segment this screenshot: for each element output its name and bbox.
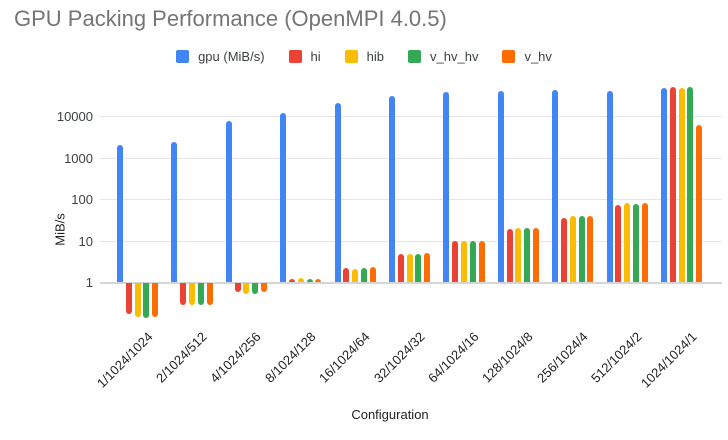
legend-swatch bbox=[408, 49, 422, 63]
bar-v-hv-hv-1-1024-1024 bbox=[143, 283, 150, 319]
bar-v-hv-hv-1024-1024-1 bbox=[687, 86, 694, 282]
y-tick-label: 1000 bbox=[64, 151, 93, 166]
y-tick-label: 10 bbox=[78, 234, 93, 249]
bar-hib-128-1024-8 bbox=[515, 228, 522, 282]
bar-hi-32-1024-32 bbox=[397, 253, 404, 282]
bar-hi-4-1024-256 bbox=[234, 283, 241, 293]
bar-hi-512-1024-2 bbox=[615, 204, 622, 282]
legend-item: gpu (MiB/s) bbox=[176, 48, 265, 64]
legend-label: gpu (MiB/s) bbox=[198, 48, 265, 64]
bar-v-hv-256-1024-4 bbox=[587, 215, 594, 282]
gridline bbox=[100, 116, 722, 117]
legend-swatch bbox=[502, 49, 516, 63]
bar-v-hv-16-1024-64 bbox=[369, 266, 376, 282]
bar-gpu-mib-s--2-1024-512 bbox=[171, 141, 178, 282]
bar-hi-16-1024-64 bbox=[343, 267, 350, 282]
bar-hib-2-1024-512 bbox=[189, 283, 195, 305]
bar-hib-8-1024-128 bbox=[297, 277, 304, 282]
bar-hi-8-1024-128 bbox=[289, 278, 295, 282]
bar-hib-256-1024-4 bbox=[569, 215, 576, 282]
bar-v-hv-512-1024-2 bbox=[641, 203, 648, 282]
bar-gpu-mib-s--1-1024-1024 bbox=[117, 145, 123, 282]
bar-gpu-mib-s--4-1024-256 bbox=[225, 121, 232, 282]
legend: gpu (MiB/s) hi hib v_hv_hv v_hv bbox=[0, 47, 728, 65]
bar-v-hv-2-1024-512 bbox=[206, 283, 213, 305]
legend-label: v_hv bbox=[524, 48, 552, 64]
bar-v-hv-64-1024-16 bbox=[478, 240, 485, 282]
bar-gpu-mib-s--256-1024-4 bbox=[552, 90, 559, 282]
bar-v-hv-1-1024-1024 bbox=[152, 283, 159, 318]
legend-label: hi bbox=[310, 48, 321, 64]
y-tick-label: 100 bbox=[71, 192, 93, 207]
bar-v-hv-hv-512-1024-2 bbox=[633, 203, 639, 282]
y-tick-label: 10000 bbox=[56, 109, 93, 124]
bar-v-hv-hv-32-1024-32 bbox=[415, 253, 422, 282]
bar-v-hv-hv-8-1024-128 bbox=[306, 278, 313, 282]
bar-hi-256-1024-4 bbox=[561, 218, 567, 282]
bar-gpu-mib-s--32-1024-32 bbox=[389, 96, 395, 282]
bar-hib-16-1024-64 bbox=[352, 268, 359, 282]
bar-gpu-mib-s--8-1024-128 bbox=[280, 112, 287, 282]
gridline bbox=[100, 241, 722, 242]
bar-v-hv-128-1024-8 bbox=[533, 228, 539, 282]
bar-hib-4-1024-256 bbox=[243, 283, 250, 294]
plot-area bbox=[100, 85, 722, 320]
bar-hib-64-1024-16 bbox=[461, 241, 467, 282]
bar-hi-128-1024-8 bbox=[506, 228, 513, 282]
legend-item: hib bbox=[344, 48, 385, 64]
legend-item: v_hv bbox=[502, 48, 552, 64]
bar-v-hv-32-1024-32 bbox=[424, 252, 431, 282]
legend-swatch bbox=[344, 49, 358, 63]
bar-gpu-mib-s--128-1024-8 bbox=[497, 90, 504, 282]
bar-v-hv-4-1024-256 bbox=[261, 283, 267, 293]
bar-hib-512-1024-2 bbox=[624, 203, 631, 282]
bar-v-hv-hv-4-1024-256 bbox=[252, 283, 259, 294]
y-tick-label: 1 bbox=[85, 275, 93, 290]
bar-hib-32-1024-32 bbox=[406, 254, 413, 282]
bar-gpu-mib-s--64-1024-16 bbox=[443, 91, 450, 282]
bar-hi-1024-1024-1 bbox=[669, 86, 676, 282]
bar-gpu-mib-s--16-1024-64 bbox=[334, 102, 341, 282]
x-axis-title: Configuration bbox=[351, 407, 429, 422]
legend-item: hi bbox=[288, 48, 321, 64]
legend-label: v_hv_hv bbox=[430, 48, 479, 64]
gridline bbox=[100, 158, 722, 159]
bar-gpu-mib-s--512-1024-2 bbox=[606, 90, 613, 282]
gridline bbox=[100, 282, 722, 284]
legend-item: v_hv_hv bbox=[408, 49, 478, 64]
legend-swatch bbox=[176, 49, 190, 63]
bar-v-hv-hv-2-1024-512 bbox=[197, 283, 204, 305]
bar-hib-1-1024-1024 bbox=[134, 283, 141, 318]
bar-gpu-mib-s--1024-1024-1 bbox=[661, 88, 667, 282]
bar-v-hv-hv-16-1024-64 bbox=[361, 267, 367, 282]
bar-v-hv-1024-1024-1 bbox=[696, 124, 703, 282]
legend-swatch bbox=[288, 49, 302, 63]
bar-v-hv-hv-256-1024-4 bbox=[578, 215, 585, 282]
gridline bbox=[100, 199, 722, 200]
bar-v-hv-8-1024-128 bbox=[315, 278, 322, 282]
chart-title: GPU Packing Performance (OpenMPI 4.0.5) bbox=[14, 6, 447, 31]
bar-hi-1-1024-1024 bbox=[125, 283, 132, 314]
bar-hi-2-1024-512 bbox=[180, 283, 187, 305]
bar-v-hv-hv-128-1024-8 bbox=[524, 228, 531, 282]
bar-hib-1024-1024-1 bbox=[678, 88, 685, 282]
legend-label: hib bbox=[366, 48, 385, 64]
bar-hi-64-1024-16 bbox=[452, 241, 459, 282]
bar-v-hv-hv-64-1024-16 bbox=[469, 241, 476, 282]
